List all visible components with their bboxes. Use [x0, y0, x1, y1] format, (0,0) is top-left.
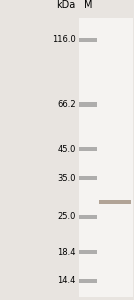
Text: kDa: kDa [56, 0, 76, 10]
Text: 14.4: 14.4 [57, 276, 76, 285]
Bar [79, 18, 133, 297]
Text: 25.0: 25.0 [57, 212, 76, 221]
Text: 66.2: 66.2 [57, 100, 76, 109]
Text: 18.4: 18.4 [57, 248, 76, 257]
Text: 35.0: 35.0 [57, 174, 76, 183]
Text: 45.0: 45.0 [57, 145, 76, 154]
Text: M: M [84, 0, 92, 10]
Text: 116.0: 116.0 [52, 35, 76, 44]
